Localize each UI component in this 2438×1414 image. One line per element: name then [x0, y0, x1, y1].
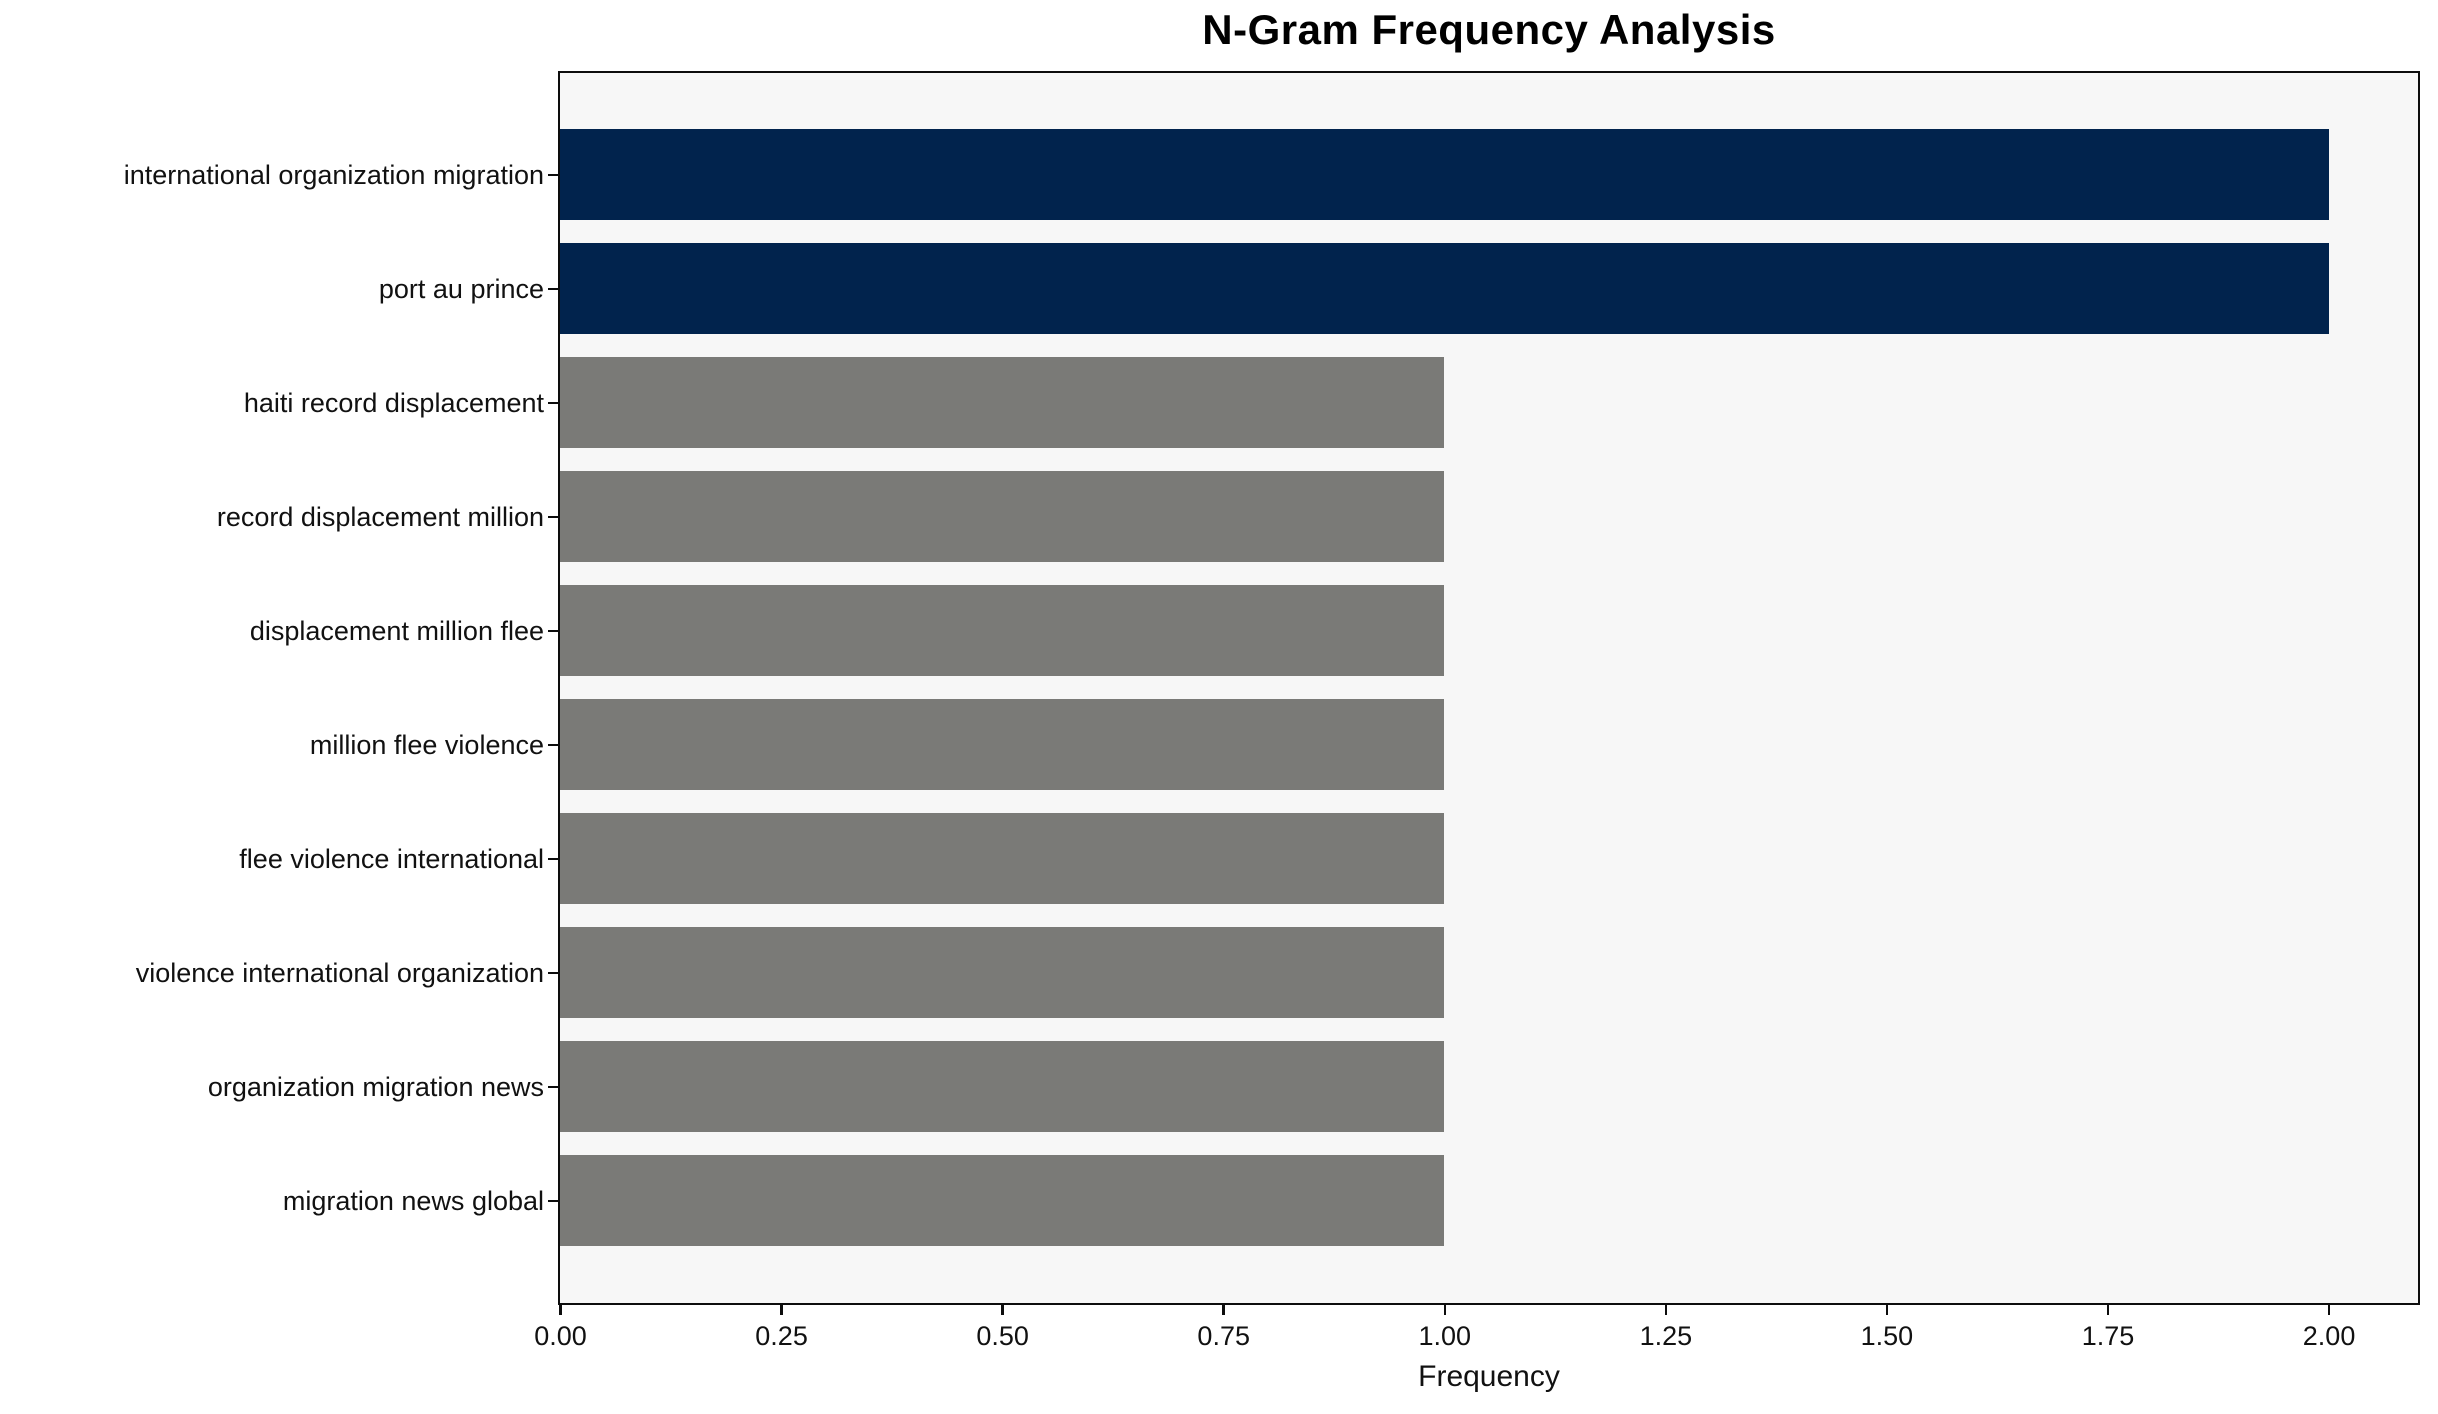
y-tick-label: organization migration news — [207, 1072, 544, 1103]
y-tick-label: million flee violence — [309, 730, 544, 760]
y-tick — [548, 857, 558, 861]
x-tick — [1664, 1305, 1668, 1315]
y-tick — [548, 971, 558, 975]
x-tick — [2106, 1305, 2110, 1315]
y-tick — [548, 1085, 558, 1089]
y-tick-label: violence international organization — [135, 958, 544, 989]
x-tick — [1885, 1305, 1889, 1315]
x-tick-label: 1.75 — [2081, 1321, 2135, 1351]
y-tick-label: port au prince — [378, 273, 544, 304]
x-tick — [1443, 1305, 1447, 1315]
bar — [560, 470, 1445, 563]
x-tick-label: 1.00 — [1418, 1321, 1472, 1351]
y-tick — [548, 287, 558, 291]
bar — [560, 1154, 1445, 1247]
x-tick — [780, 1305, 783, 1315]
y-tick — [548, 173, 558, 177]
y-tick — [548, 515, 558, 519]
y-tick-label: displacement million flee — [249, 615, 544, 646]
x-tick-label: 0.25 — [755, 1321, 808, 1351]
x-tick-label: 2.00 — [2302, 1321, 2356, 1351]
y-tick — [548, 743, 558, 747]
x-tick — [559, 1305, 562, 1315]
x-tick-label: 0.00 — [534, 1321, 587, 1351]
x-tick-label: 1.25 — [1639, 1321, 1693, 1351]
y-tick-label: migration news global — [282, 1186, 544, 1217]
y-tick-label: flee violence international — [239, 844, 544, 874]
x-tick-label: 0.50 — [976, 1321, 1029, 1351]
x-tick-label: 1.50 — [1860, 1321, 1914, 1351]
x-tick — [1001, 1305, 1004, 1315]
y-tick — [548, 1199, 558, 1203]
y-tick-label: international organization migration — [123, 159, 544, 190]
bar — [560, 926, 1445, 1019]
bar — [560, 1040, 1445, 1133]
y-tick-label: haiti record displacement — [243, 387, 544, 418]
bar — [560, 812, 1445, 905]
bar — [560, 698, 1445, 791]
x-tick — [1222, 1305, 1225, 1315]
y-tick-label: record displacement million — [216, 501, 544, 532]
bar — [560, 356, 1445, 449]
x-axis-label: Frequency — [1418, 1360, 1560, 1393]
bar — [560, 128, 2329, 221]
x-tick — [2327, 1305, 2331, 1315]
y-tick — [548, 629, 558, 633]
x-tick-label: 0.75 — [1197, 1321, 1250, 1351]
y-tick — [548, 401, 558, 405]
plot-area — [558, 71, 2420, 1305]
bar — [560, 584, 1445, 677]
chart-title: N-Gram Frequency Analysis — [1202, 6, 1776, 53]
bar — [560, 242, 2329, 335]
